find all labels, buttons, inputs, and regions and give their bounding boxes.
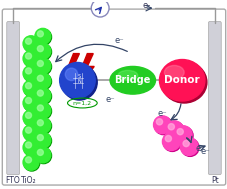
Circle shape <box>23 80 39 96</box>
Circle shape <box>91 0 109 17</box>
Circle shape <box>24 155 39 171</box>
Text: e-: e- <box>142 1 150 10</box>
Circle shape <box>24 111 39 126</box>
Circle shape <box>165 136 171 142</box>
Text: e⁻: e⁻ <box>114 36 124 45</box>
FancyBboxPatch shape <box>2 9 225 185</box>
Circle shape <box>168 124 174 130</box>
Circle shape <box>24 81 39 97</box>
Circle shape <box>35 117 51 133</box>
Circle shape <box>35 28 51 44</box>
Ellipse shape <box>164 65 183 79</box>
Text: Pt: Pt <box>210 176 218 185</box>
Circle shape <box>163 134 180 151</box>
Circle shape <box>25 83 31 89</box>
Circle shape <box>37 149 43 155</box>
Ellipse shape <box>159 60 204 101</box>
Circle shape <box>24 51 39 67</box>
Circle shape <box>165 121 182 139</box>
Circle shape <box>23 154 39 170</box>
Text: Bridge: Bridge <box>114 75 150 85</box>
Circle shape <box>35 102 51 118</box>
Circle shape <box>37 105 43 111</box>
Circle shape <box>23 140 39 155</box>
Circle shape <box>37 135 43 141</box>
Text: e⁻: e⁻ <box>194 144 204 153</box>
Circle shape <box>24 140 39 156</box>
Circle shape <box>37 60 43 67</box>
Circle shape <box>25 157 31 163</box>
Circle shape <box>179 138 197 155</box>
Circle shape <box>37 46 43 52</box>
Circle shape <box>153 116 170 134</box>
FancyBboxPatch shape <box>207 22 220 175</box>
Text: S: S <box>77 74 81 79</box>
Circle shape <box>61 64 97 100</box>
Circle shape <box>25 38 31 44</box>
Circle shape <box>36 148 51 164</box>
Text: TiO₂: TiO₂ <box>21 176 37 185</box>
Text: e⁻: e⁻ <box>157 109 166 118</box>
Circle shape <box>25 142 31 148</box>
Text: Donor: Donor <box>164 75 199 85</box>
Circle shape <box>35 43 51 59</box>
Circle shape <box>25 112 31 118</box>
Circle shape <box>175 127 192 145</box>
Text: FTO: FTO <box>5 176 20 185</box>
Circle shape <box>36 44 51 60</box>
Ellipse shape <box>117 70 137 80</box>
Polygon shape <box>67 54 80 82</box>
Circle shape <box>59 63 95 98</box>
Circle shape <box>35 58 51 74</box>
Circle shape <box>37 90 43 96</box>
Circle shape <box>36 118 51 134</box>
Circle shape <box>25 68 31 74</box>
Polygon shape <box>81 54 94 82</box>
Circle shape <box>24 96 39 112</box>
Circle shape <box>23 95 39 111</box>
Circle shape <box>166 122 183 140</box>
Circle shape <box>23 125 39 141</box>
Circle shape <box>36 29 51 45</box>
Ellipse shape <box>110 67 155 94</box>
Circle shape <box>36 103 51 119</box>
Circle shape <box>23 51 39 67</box>
Circle shape <box>25 127 31 133</box>
Circle shape <box>36 133 51 149</box>
Circle shape <box>156 119 162 125</box>
Circle shape <box>176 129 183 135</box>
Circle shape <box>25 98 31 104</box>
Circle shape <box>36 59 51 75</box>
Circle shape <box>173 126 191 143</box>
Circle shape <box>24 125 39 141</box>
Circle shape <box>154 117 172 135</box>
Ellipse shape <box>161 61 206 103</box>
Circle shape <box>35 132 51 148</box>
Text: e⁻: e⁻ <box>105 95 114 104</box>
FancyBboxPatch shape <box>7 22 20 175</box>
Circle shape <box>24 37 39 52</box>
Circle shape <box>162 133 179 150</box>
Text: n=1,2: n=1,2 <box>72 101 91 105</box>
Circle shape <box>65 68 77 81</box>
Circle shape <box>180 139 198 156</box>
Circle shape <box>24 66 39 82</box>
Circle shape <box>37 31 43 37</box>
Circle shape <box>23 65 39 81</box>
Text: N: N <box>77 79 81 84</box>
Circle shape <box>37 120 43 126</box>
Circle shape <box>37 75 43 81</box>
Circle shape <box>35 88 51 104</box>
Text: e⁻: e⁻ <box>200 147 210 156</box>
Circle shape <box>25 53 31 59</box>
Circle shape <box>36 88 51 104</box>
Circle shape <box>23 36 39 52</box>
Circle shape <box>35 73 51 89</box>
Circle shape <box>36 74 51 89</box>
Circle shape <box>182 140 188 147</box>
Circle shape <box>23 110 39 126</box>
Circle shape <box>35 147 51 163</box>
